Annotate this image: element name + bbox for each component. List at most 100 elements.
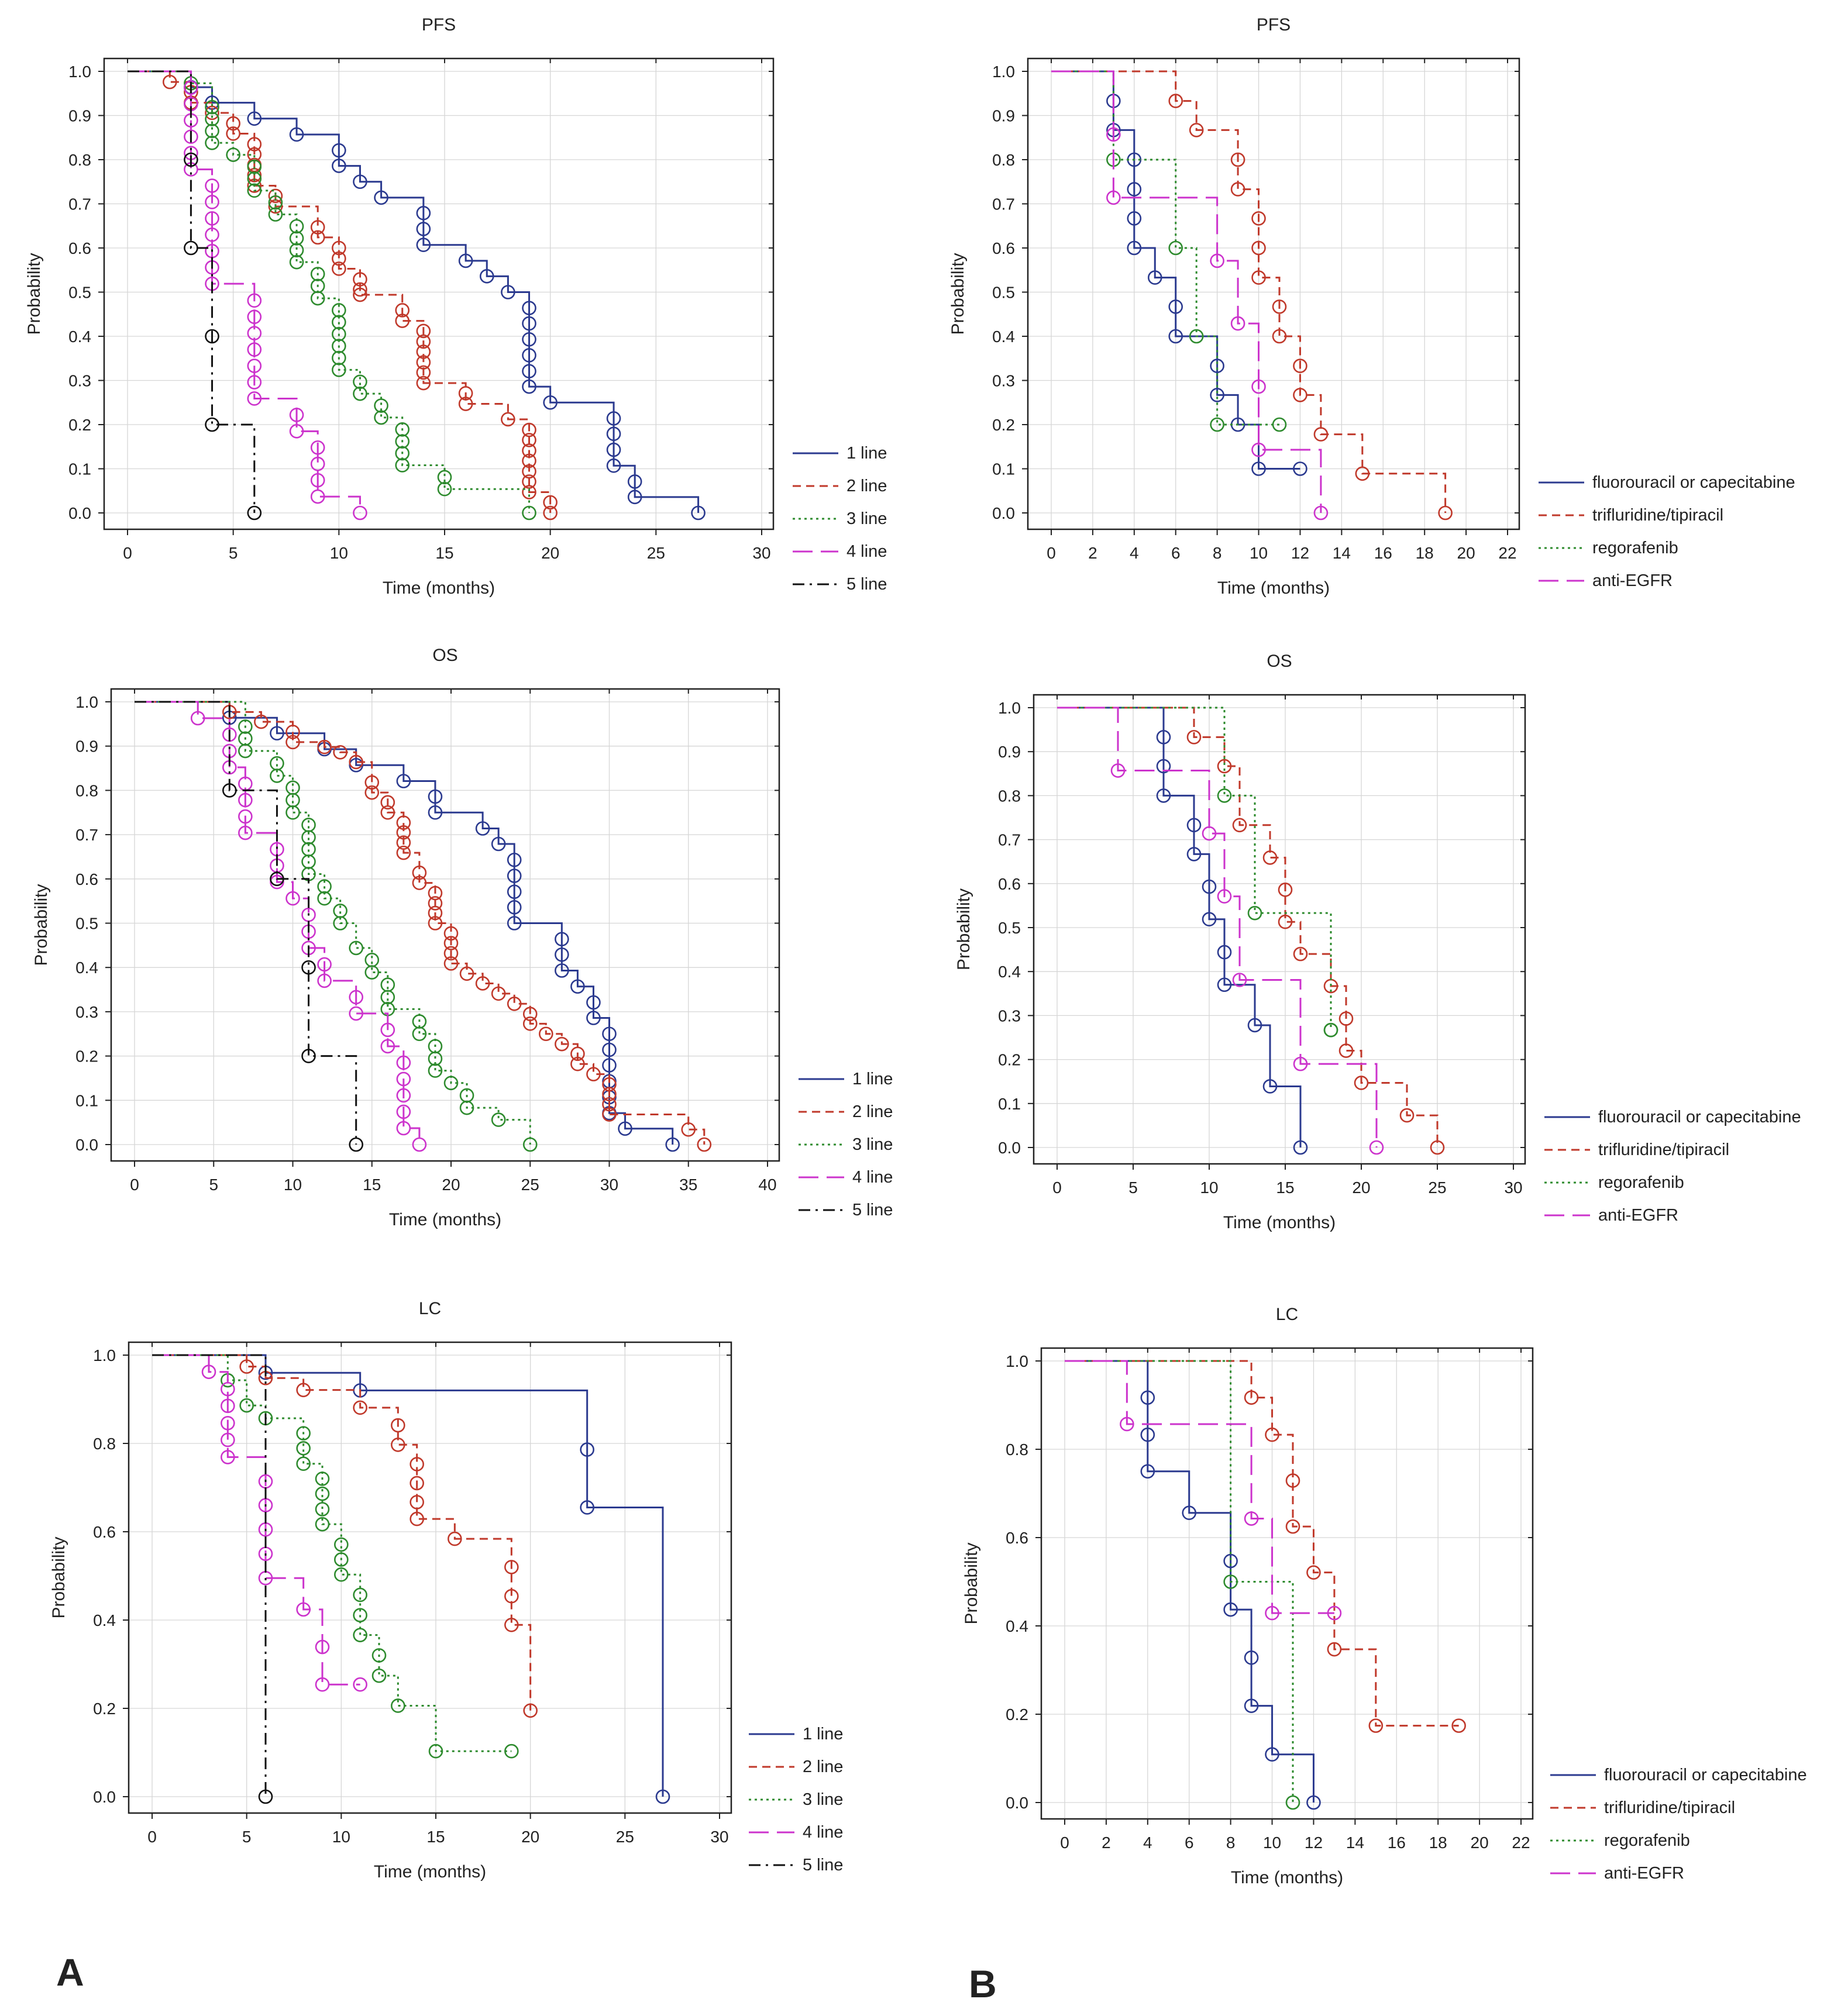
y-tick-label: 0.4: [992, 328, 1015, 346]
x-tick-label: 10: [330, 544, 348, 562]
survival-curve: [1065, 1360, 1314, 1803]
event-marker: [1106, 190, 1121, 205]
x-axis-label: Time (months): [1223, 1213, 1336, 1232]
legend-label: 1 line: [803, 1725, 843, 1743]
event-marker: [458, 397, 473, 411]
series-4-line: [128, 70, 367, 521]
event-marker: [501, 412, 515, 427]
event-marker: [522, 301, 536, 315]
event-marker: [428, 916, 443, 931]
event-marker: [296, 1383, 311, 1397]
legend-label: 1 line: [852, 1070, 893, 1088]
event-marker: [522, 433, 536, 447]
panel-label-b: B: [969, 1962, 997, 2005]
survival-curve: [152, 1354, 664, 1797]
series-anti-egfr: [1057, 707, 1384, 1155]
event-marker: [205, 123, 219, 139]
y-axis-label: Probability: [962, 1542, 981, 1624]
event-marker: [353, 287, 367, 302]
x-tick-label: 18: [1416, 544, 1434, 562]
y-tick-label: 1.0: [998, 699, 1021, 717]
event-marker: [332, 251, 346, 266]
event-marker: [570, 979, 585, 994]
legend-label: anti-EGFR: [1604, 1864, 1684, 1883]
series-regorafenib: [1057, 707, 1338, 1038]
x-tick-label: 4: [1143, 1834, 1152, 1852]
x-tick-label: 10: [1250, 544, 1268, 562]
x-tick-label: 8: [1213, 544, 1222, 562]
event-marker: [1120, 1417, 1134, 1432]
y-tick-label: 0.0: [992, 504, 1015, 522]
x-tick-label: 22: [1512, 1834, 1530, 1852]
event-marker: [1244, 1650, 1259, 1665]
event-marker: [285, 805, 300, 820]
x-tick-label: 2: [1088, 544, 1097, 562]
event-marker: [580, 1442, 594, 1457]
legend-label: 4 line: [846, 542, 887, 561]
event-marker: [1210, 388, 1224, 402]
event-marker: [270, 769, 284, 783]
event-marker: [247, 505, 262, 521]
event-marker: [681, 1122, 696, 1137]
event-marker: [1244, 1390, 1259, 1405]
event-marker: [396, 1104, 411, 1119]
event-marker: [522, 1137, 538, 1152]
event-marker: [395, 446, 410, 461]
chart-b-lc: 0 2 4 6 8 10 12 14 16 18 20 22 0.0 0.2 0.4 0.6 0.8 1.0 LC T…: [962, 1305, 1807, 1887]
chart-title: LC: [419, 1299, 441, 1318]
event-marker: [289, 219, 304, 234]
y-tick-label: 0.0: [75, 1136, 98, 1154]
event-marker: [1127, 240, 1142, 256]
y-tick-label: 0.7: [75, 826, 98, 844]
event-marker: [396, 1071, 411, 1087]
event-marker: [555, 932, 569, 947]
event-marker: [310, 291, 325, 306]
legend-label: regorafenib: [1592, 539, 1678, 557]
event-marker: [522, 485, 536, 499]
y-tick-label: 0.0: [68, 504, 91, 522]
x-tick-label: 5: [229, 544, 238, 562]
event-marker: [1262, 1079, 1278, 1094]
y-tick-label: 0.4: [93, 1611, 116, 1629]
y-tick-label: 0.6: [992, 239, 1015, 257]
event-marker: [459, 1100, 474, 1115]
event-marker: [380, 805, 395, 820]
event-marker: [475, 976, 490, 991]
survival-curve: [128, 70, 531, 513]
x-axis-label: Time (months): [374, 1862, 486, 1881]
event-marker: [507, 869, 522, 883]
event-marker: [416, 206, 431, 220]
survival-curve: [128, 70, 552, 513]
y-tick-label: 0.9: [68, 107, 91, 125]
y-tick-label: 0.8: [992, 151, 1015, 169]
event-marker: [1285, 1473, 1300, 1488]
event-marker: [410, 1476, 424, 1491]
event-marker: [184, 80, 198, 95]
chart-a-os: 0 5 10 15 20 25 30 35 40 0.0 0.1 0.2 0.3 0.4 0.5 0.6 0.7…: [32, 646, 893, 1229]
y-tick-label: 0.3: [75, 1003, 98, 1021]
x-tick-label: 22: [1498, 544, 1516, 562]
legend-label: fluorouracil or capecitabine: [1598, 1108, 1801, 1126]
legend-label: 5 line: [803, 1856, 843, 1874]
event-marker: [1202, 879, 1217, 894]
y-tick-label: 0.6: [93, 1523, 116, 1541]
event-marker: [238, 809, 253, 824]
series-3-line: [135, 701, 538, 1152]
event-marker: [371, 1668, 387, 1683]
event-marker: [226, 126, 240, 141]
event-marker: [1451, 1718, 1466, 1733]
event-marker: [247, 111, 262, 126]
y-axis-label: Probability: [25, 253, 44, 335]
y-tick-label: 0.9: [998, 743, 1021, 761]
x-tick-label: 5: [242, 1828, 252, 1846]
event-marker: [301, 830, 316, 845]
x-tick-label: 16: [1374, 544, 1392, 562]
event-marker: [1293, 946, 1308, 962]
event-marker: [353, 386, 367, 401]
event-marker: [364, 775, 380, 790]
event-marker: [205, 195, 219, 209]
event-marker: [1354, 1076, 1369, 1090]
event-marker: [1244, 1511, 1259, 1526]
event-marker: [1110, 763, 1126, 778]
survival-curve: [1057, 707, 1378, 1147]
